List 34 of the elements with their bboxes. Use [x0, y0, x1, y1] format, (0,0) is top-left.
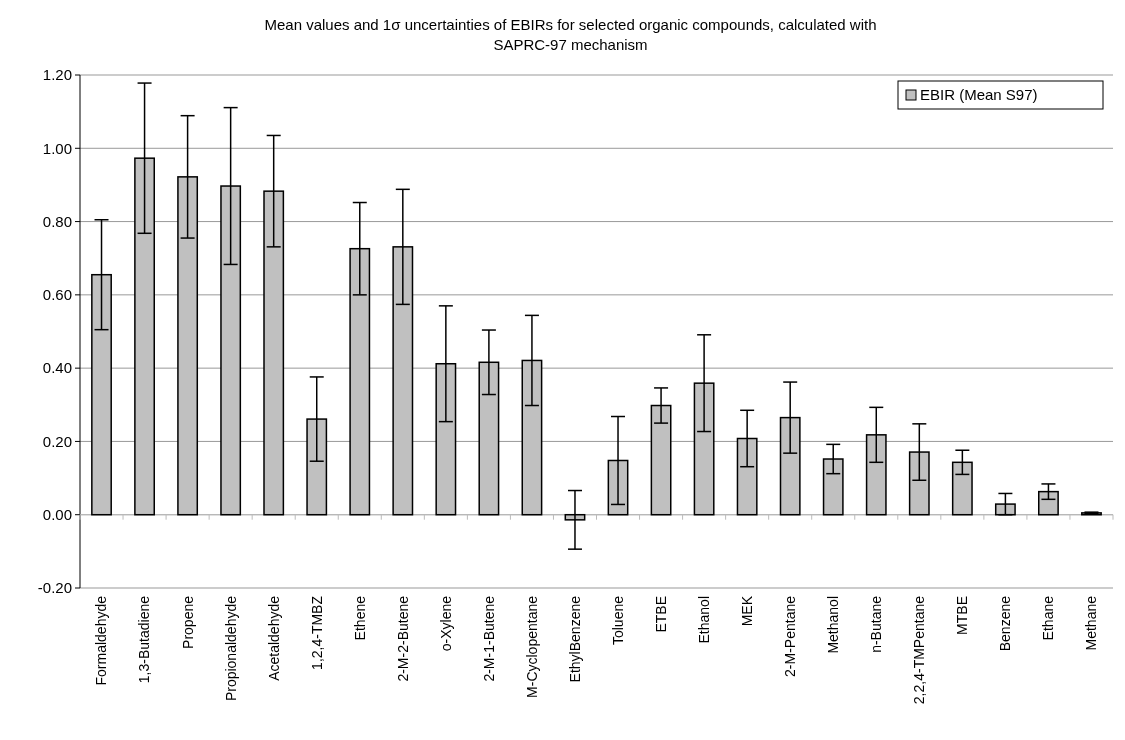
x-tick-label: Ethanol [696, 596, 712, 644]
x-tick-label: 2-M-Pentane [782, 595, 799, 677]
x-tick-label: Formaldehyde [93, 595, 110, 686]
y-tick-label: 0.80 [42, 212, 72, 230]
x-tick-label: M-Cyclopentane [523, 595, 540, 698]
y-tick-label: 1.20 [42, 66, 72, 84]
y-tick-label: 1.00 [42, 139, 72, 157]
x-tick-label: 1,2,4-TMBZ [308, 595, 325, 670]
x-tick-label: Toluene [609, 595, 626, 646]
x-tick-label: 1,3-Butadiene [136, 595, 153, 684]
x-tick-label: Acetaldehyde [265, 595, 282, 681]
x-tick-label: ETBE [652, 596, 669, 633]
x-tick-label: o-Xylene [437, 595, 454, 652]
x-tick-label: Methanol [825, 596, 842, 654]
x-tick-label: MTBE [954, 596, 971, 635]
x-tick-label: Propene [179, 595, 196, 649]
y-tick-label: 0.00 [42, 505, 72, 523]
x-tick-label: 2-M-2-Butene [394, 595, 411, 682]
x-tick-label: 2-M-1-Butene [480, 595, 497, 682]
x-tick-label: Benzene [997, 595, 1014, 652]
x-tick-label: Ethene [351, 595, 368, 641]
x-tick-label: MEK [739, 595, 756, 627]
y-tick-label: -0.20 [37, 579, 72, 597]
x-tick-label: Propionaldehyde [222, 595, 239, 702]
x-tick-label: Methane [1083, 595, 1100, 651]
x-tick-label: 2,2,4-TMPentane [911, 595, 928, 705]
chart-title: Mean values and 1σ uncertainties of EBIRs for selected organic compounds, calculated with SAPRC-97 mechanism [264, 16, 877, 53]
x-tick-label: n-Butane [868, 595, 885, 653]
y-tick-label: 0.40 [42, 359, 72, 377]
legend-label: EBIR (Mean S97) [920, 86, 1038, 104]
y-tick-label: 0.60 [42, 286, 72, 304]
y-tick-label: 0.20 [42, 432, 72, 450]
x-tick-label: Ethane [1040, 595, 1057, 641]
x-tick-label: EthylBenzene [566, 595, 583, 683]
